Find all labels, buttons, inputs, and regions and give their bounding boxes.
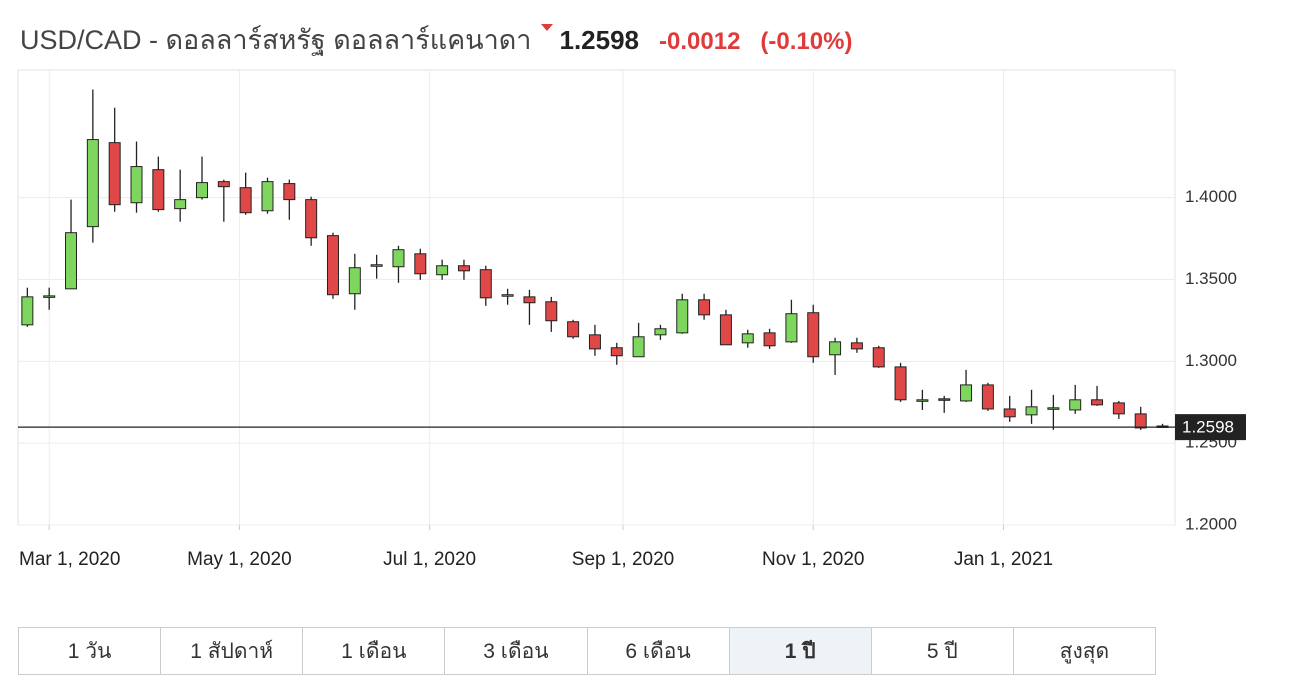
candle-body — [195, 182, 208, 199]
candle-body — [545, 301, 558, 322]
candle-body — [370, 264, 383, 267]
x-tick-label: May 1, 2020 — [187, 549, 292, 570]
candle-body — [523, 296, 536, 304]
candle-body — [392, 249, 405, 268]
candle-body — [610, 347, 623, 357]
candle-body — [414, 253, 427, 275]
candle-body — [261, 181, 274, 212]
candle-body — [1069, 399, 1082, 411]
x-tick-label: Jan 1, 2021 — [954, 549, 1053, 570]
candle-body — [43, 295, 56, 298]
y-tick-label: 1.3000 — [1185, 351, 1237, 370]
change-percent: (-0.10%) — [760, 28, 853, 55]
candle-body — [698, 299, 711, 316]
quote-header: USD/CAD - ดอลลาร์สหรัฐ ดอลลาร์แคนาดา 1.2… — [20, 18, 872, 58]
candle-body — [1047, 407, 1060, 410]
candle-body — [239, 187, 252, 214]
candle-body — [1003, 408, 1016, 418]
candle-body — [807, 312, 820, 358]
candle-body — [654, 328, 667, 336]
range-tab[interactable]: 6 เดือน — [588, 628, 730, 674]
range-tabs: 1 วัน 1 สัปดาห์ 1 เดือน 3 เดือน 6 เดือน 1 ปี 5… — [18, 627, 1156, 675]
candle-body — [785, 313, 798, 343]
candle-body — [632, 336, 645, 358]
candle-body — [436, 265, 449, 276]
candle-body — [981, 384, 994, 410]
candle-body — [829, 341, 842, 356]
change: -0.0012 — [659, 28, 741, 55]
plot-area — [17, 69, 1176, 526]
price: 1.2598 — [559, 25, 640, 55]
range-tab[interactable]: 5 ปี — [872, 628, 1014, 674]
candle-body — [305, 199, 318, 239]
candle-body — [86, 139, 99, 228]
candle-body — [872, 347, 885, 368]
range-tab[interactable]: สูงสุด — [1059, 639, 1110, 663]
candle-body — [326, 235, 339, 296]
x-tick-label: Sep 1, 2020 — [572, 549, 674, 570]
candle-body — [916, 399, 929, 402]
y-tick-label: 1.4000 — [1185, 187, 1237, 206]
last-price-label: 1.2598 — [1182, 418, 1234, 437]
candle-body — [108, 142, 121, 206]
x-tick-label: Mar 1, 2020 — [19, 549, 120, 570]
candle-body — [130, 166, 143, 204]
candle-body — [938, 398, 951, 401]
last-price-box — [1175, 414, 1246, 441]
candle-body — [501, 294, 514, 297]
candle-body — [567, 321, 580, 338]
candle-body — [719, 314, 732, 346]
x-tick-label: Nov 1, 2020 — [762, 549, 864, 570]
candle-body — [174, 199, 187, 210]
candle-body — [741, 333, 754, 344]
candle-body — [65, 232, 78, 290]
down-arrow — [541, 24, 554, 31]
candle-body — [1091, 399, 1104, 406]
range-tab[interactable]: 1 ปี — [729, 628, 872, 674]
candle-body — [348, 267, 361, 295]
candle-body — [1025, 406, 1038, 416]
candle-body — [1134, 413, 1147, 429]
candle-body — [479, 269, 492, 299]
candle-body — [1112, 402, 1125, 415]
pair-name: USD/CAD - ดอลลาร์สหรัฐ ดอลลาร์แคนาดา — [20, 25, 532, 55]
candle-body — [763, 332, 776, 347]
candle-body — [850, 342, 863, 350]
candle-body — [283, 183, 296, 201]
candle-body — [217, 181, 230, 188]
range-tab[interactable]: 3 เดือน — [445, 628, 588, 674]
range-tab[interactable]: 1 เดือน — [303, 628, 446, 674]
candle-body — [588, 334, 601, 350]
candle-body — [457, 265, 470, 272]
y-tick-label: 1.2000 — [1185, 514, 1237, 533]
range-tab[interactable]: 1 สัปดาห์ — [161, 628, 304, 674]
candle-body — [21, 296, 34, 326]
candle-body — [960, 384, 973, 402]
candle-body — [894, 366, 907, 401]
range-tab[interactable]: 1 วัน — [19, 628, 162, 674]
x-tick-label: Jul 1, 2020 — [383, 549, 476, 570]
candle-body — [152, 169, 165, 211]
candle-body — [676, 299, 689, 334]
y-tick-label: 1.3500 — [1185, 269, 1237, 288]
